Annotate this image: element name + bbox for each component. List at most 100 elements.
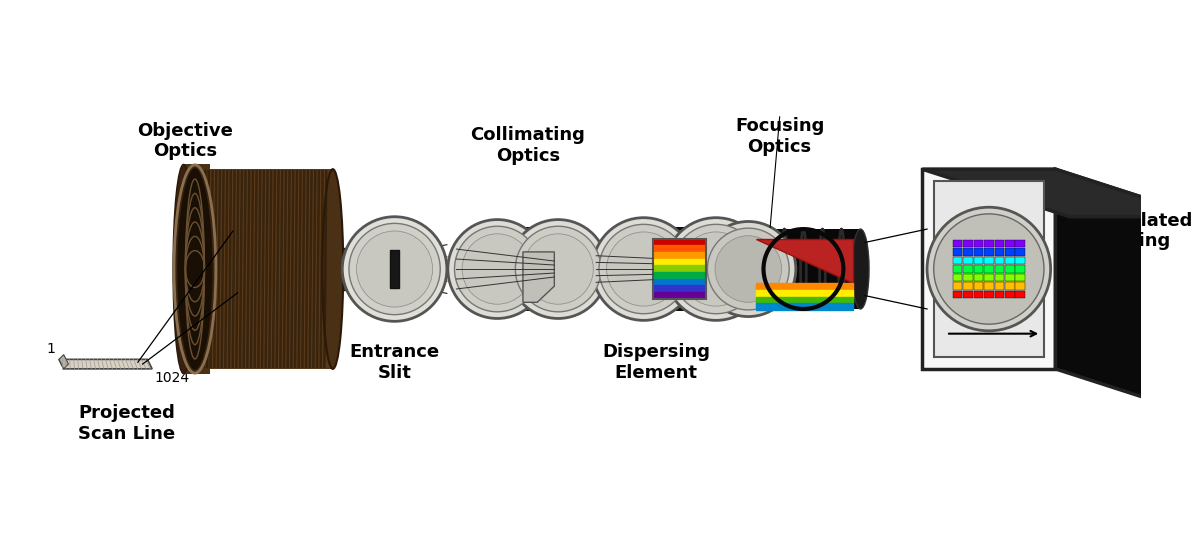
Circle shape [928,207,1051,331]
Bar [953,282,962,290]
Bar [1015,291,1025,299]
Circle shape [665,218,767,320]
Bar [643,227,716,311]
Circle shape [462,234,533,304]
Polygon shape [756,296,853,303]
Polygon shape [523,252,554,302]
Bar [964,282,973,290]
Bar [984,248,994,255]
Circle shape [455,226,540,312]
Bar [953,239,962,247]
Bar [1006,239,1014,247]
Bar [194,169,332,369]
Polygon shape [654,239,706,245]
Bar [1006,265,1014,273]
Polygon shape [756,284,853,290]
Bar [964,291,973,299]
Bar [984,265,994,273]
Ellipse shape [852,229,869,309]
Bar [390,250,400,288]
Bar [984,257,994,264]
Bar [1006,291,1014,299]
Polygon shape [1056,169,1200,417]
Polygon shape [59,360,152,369]
Polygon shape [756,290,853,296]
Bar [497,227,558,311]
Bar [995,239,1004,247]
Polygon shape [923,169,1200,217]
Bar [953,257,962,264]
Bar [964,257,973,264]
Text: Focusing
Optics: Focusing Optics [734,117,824,156]
Circle shape [349,223,440,315]
Bar [953,291,962,299]
Bar [995,274,1004,281]
Bar [973,291,983,299]
Ellipse shape [176,167,214,371]
Ellipse shape [552,227,565,311]
Polygon shape [654,265,706,272]
Ellipse shape [738,229,755,309]
Bar [1006,257,1014,264]
Bar [934,181,1044,357]
Bar [953,265,962,273]
Bar [1015,282,1025,290]
Polygon shape [654,259,706,265]
Bar [1015,274,1025,281]
Bar [973,274,983,281]
Bar [973,257,983,264]
Polygon shape [654,272,706,279]
Ellipse shape [173,164,194,374]
Bar [973,265,983,273]
Text: Ventilated
Housing: Ventilated Housing [1088,212,1193,251]
Circle shape [593,218,695,320]
Bar [973,239,983,247]
Circle shape [448,219,547,319]
Text: CCD: CCD [972,214,1007,229]
Text: Dispersing
Element: Dispersing Element [602,343,710,382]
Bar [984,291,994,299]
Text: Objective
Optics: Objective Optics [138,122,233,161]
Bar [984,239,994,247]
Bar [1015,257,1025,264]
Text: Spectral: Spectral [1166,237,1182,301]
Bar [953,274,962,281]
Bar [973,248,983,255]
Bar [1015,239,1025,247]
Ellipse shape [323,169,343,369]
Polygon shape [654,252,706,259]
Polygon shape [756,239,853,284]
Polygon shape [654,245,706,252]
Text: 1024: 1024 [154,371,190,385]
Circle shape [671,224,761,314]
Bar [323,248,376,290]
Bar [984,282,994,290]
Bar [964,248,973,255]
Bar [1006,282,1014,290]
Circle shape [715,236,781,302]
Bar [964,274,973,281]
Circle shape [515,226,601,312]
Bar [1015,248,1025,255]
Circle shape [342,217,446,321]
Ellipse shape [491,227,504,311]
Bar [995,282,1004,290]
Bar [1006,248,1014,255]
Polygon shape [654,292,706,300]
Bar [995,265,1004,273]
Ellipse shape [367,248,384,290]
Bar [995,291,1004,299]
Circle shape [701,222,796,316]
Bar [995,257,1004,264]
Polygon shape [654,285,706,292]
Circle shape [356,231,433,307]
Bar [984,274,994,281]
Circle shape [599,224,689,314]
Circle shape [708,228,790,310]
Circle shape [509,219,607,319]
Text: Collimating
Optics: Collimating Optics [470,127,586,165]
Polygon shape [59,355,68,369]
Text: Spatial: Spatial [958,337,1010,353]
Polygon shape [654,279,706,285]
Bar [995,248,1004,255]
